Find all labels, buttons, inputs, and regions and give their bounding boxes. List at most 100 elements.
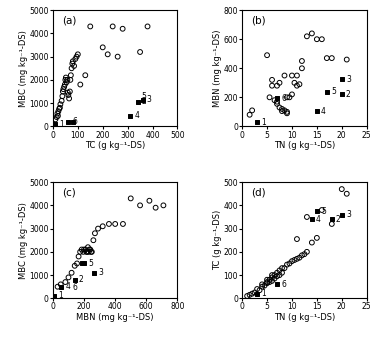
Point: [264, 277, 270, 282]
Point: [77, 249, 83, 255]
Point: [69, 61, 75, 66]
Point: [53, 121, 59, 127]
Point: [289, 73, 295, 78]
Point: [284, 109, 290, 115]
Text: 6: 6: [72, 117, 77, 126]
Point: [57, 105, 63, 111]
Point: [87, 24, 93, 29]
Point: [299, 253, 305, 258]
Point: [344, 191, 350, 197]
Point: [314, 235, 320, 241]
Point: [269, 83, 275, 88]
Point: [95, 226, 101, 231]
Point: [257, 287, 263, 293]
Point: [264, 279, 270, 285]
Point: [271, 276, 277, 281]
Point: [81, 261, 87, 266]
Point: [324, 89, 330, 94]
Point: [271, 272, 277, 278]
Point: [284, 262, 290, 267]
Point: [75, 52, 81, 57]
Point: [64, 77, 70, 83]
Text: 4: 4: [316, 215, 321, 224]
Point: [254, 286, 260, 292]
Point: [284, 111, 290, 116]
Point: [309, 217, 315, 222]
Point: [63, 75, 69, 80]
Point: [87, 247, 93, 252]
Point: [64, 80, 70, 85]
Point: [289, 92, 295, 97]
Point: [81, 247, 87, 252]
Text: 6: 6: [281, 94, 286, 102]
Point: [271, 98, 277, 103]
Point: [296, 255, 302, 260]
Point: [115, 54, 121, 59]
Point: [59, 94, 65, 99]
Point: [339, 186, 345, 192]
Point: [58, 282, 64, 287]
Point: [319, 37, 325, 42]
Point: [324, 55, 330, 61]
Point: [279, 265, 285, 271]
Point: [294, 73, 300, 78]
Point: [339, 212, 345, 217]
Point: [55, 108, 61, 114]
Point: [86, 249, 92, 255]
Point: [55, 113, 61, 119]
Point: [68, 270, 74, 276]
Point: [160, 203, 166, 208]
Point: [112, 221, 118, 227]
Point: [274, 282, 280, 287]
Point: [80, 249, 86, 255]
Point: [51, 293, 57, 299]
Text: 2: 2: [79, 275, 84, 284]
Point: [70, 119, 76, 124]
Point: [100, 224, 106, 229]
Point: [274, 270, 280, 276]
Text: 1: 1: [59, 292, 64, 300]
Point: [309, 31, 315, 36]
Point: [65, 119, 71, 124]
Point: [89, 249, 95, 255]
Text: 5: 5: [321, 207, 326, 216]
Point: [276, 105, 282, 110]
Point: [304, 34, 310, 39]
Point: [274, 95, 280, 101]
Text: 5: 5: [88, 259, 93, 268]
Text: 4: 4: [134, 112, 139, 120]
Point: [276, 272, 282, 278]
Point: [79, 247, 85, 252]
X-axis label: TN (g kg⁻¹-DS): TN (g kg⁻¹-DS): [274, 141, 335, 150]
Point: [76, 254, 82, 259]
Point: [287, 261, 293, 266]
Text: (c): (c): [62, 188, 75, 198]
Point: [72, 277, 78, 282]
Point: [246, 292, 253, 298]
Point: [299, 65, 305, 71]
Point: [276, 268, 282, 273]
Text: 3: 3: [147, 95, 152, 104]
Point: [57, 102, 64, 107]
Point: [304, 214, 310, 220]
Text: 2: 2: [142, 97, 147, 106]
Y-axis label: MBC (mg kg⁻¹-DS): MBC (mg kg⁻¹-DS): [19, 202, 28, 279]
Point: [77, 82, 83, 87]
Point: [269, 272, 275, 278]
Point: [127, 113, 133, 119]
Point: [314, 208, 320, 214]
Point: [339, 77, 345, 82]
Point: [279, 106, 285, 112]
Point: [67, 89, 73, 94]
Y-axis label: TC (g kg⁻¹-DS): TC (g kg⁻¹-DS): [213, 210, 222, 270]
Point: [54, 111, 60, 116]
Point: [70, 59, 76, 64]
Point: [294, 256, 300, 261]
Point: [296, 81, 302, 87]
Point: [62, 82, 68, 87]
Point: [282, 108, 288, 113]
Point: [294, 236, 300, 242]
Point: [53, 117, 59, 122]
Point: [85, 244, 91, 250]
Point: [249, 108, 255, 113]
